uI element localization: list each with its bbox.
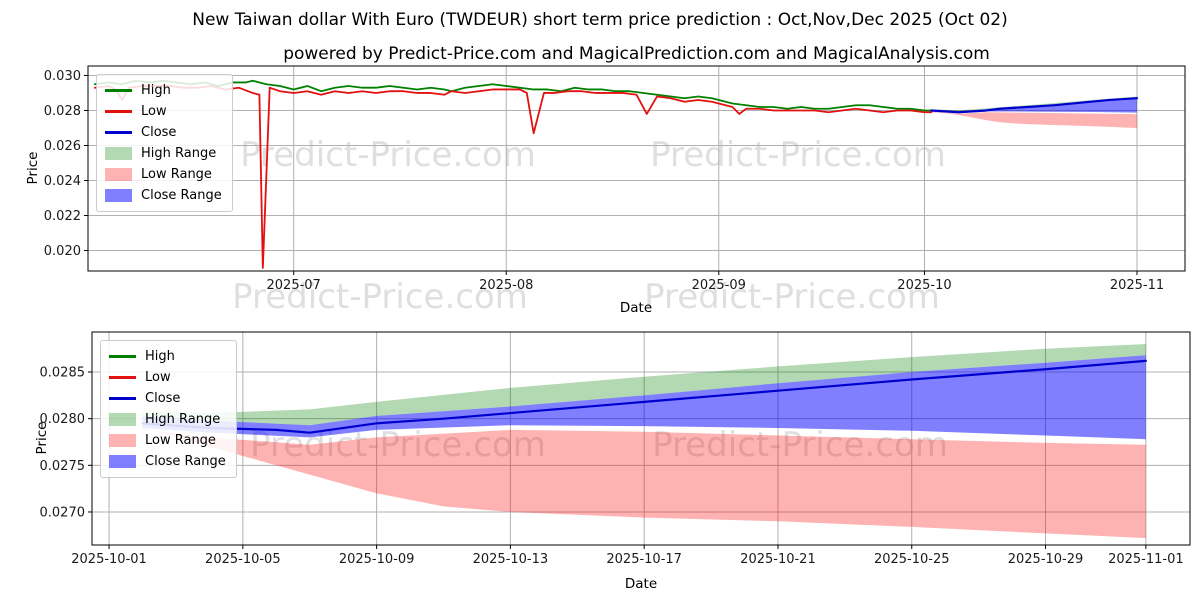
overview-chart: 2025-07 2025-08 2025-09 2025-10 2025-11 0.030… (44, 65, 1186, 293)
high-line (93, 79, 933, 112)
legend-item-high-range: High Range (105, 143, 222, 164)
legend-item-close-range: Close Range (109, 451, 226, 472)
legend-item-low: Low (109, 367, 226, 388)
y-tick-label: 0.0275 (40, 459, 86, 474)
y-tick-label: 0.020 (44, 244, 81, 259)
axes-border (91, 331, 1191, 546)
x-tick-label: 2025-09 (692, 278, 746, 293)
high-swatch-icon (105, 89, 132, 92)
page-subtitle: powered by Predict-Price.com and Magical… (283, 44, 990, 64)
legend-item-close-range: Close Range (105, 185, 222, 206)
y-tick-label: 0.0285 (40, 366, 86, 381)
close-range-band (931, 97, 1138, 114)
high-line-icon (105, 89, 132, 92)
high-swatch-icon (109, 355, 136, 358)
low-range-band (142, 428, 1146, 539)
x-tick-label: 2025-10-17 (606, 552, 682, 567)
x-tick-label: 2025-10-09 (339, 552, 415, 567)
x-tick-label: 2025-11-01 (1108, 552, 1184, 567)
legend-item-high: High (105, 80, 222, 101)
y-tick-label: 0.0270 (40, 505, 86, 520)
legend-label: Close (141, 125, 177, 140)
legend-label: Close Range (141, 188, 222, 203)
top-chart-xlabel: Date (619, 300, 653, 316)
legend-label: Low Range (145, 433, 216, 448)
y-tick-label: 0.024 (44, 174, 81, 189)
y-tick-label: 0.028 (44, 104, 81, 119)
legend-item-close: Close (105, 122, 222, 143)
legend-item-low-range: Low Range (109, 430, 226, 451)
x-tick-label: 2025-10-29 (1008, 552, 1084, 567)
bottom-chart-legend: High Low Close High Range Low Range Close Ran… (100, 340, 237, 478)
low-range-swatch-icon (109, 434, 136, 447)
close-range-swatch-icon (109, 455, 136, 468)
top-chart-legend: High Low Close High Range Low Range Close Ran… (96, 74, 233, 212)
legend-label: High Range (145, 412, 221, 427)
legend-label: Close (145, 391, 181, 406)
high-range-band (142, 344, 1146, 426)
top-chart-ylabel: Price (25, 151, 41, 185)
close-range-band (142, 355, 1146, 440)
x-tick-label: 2025-10-13 (473, 552, 549, 567)
x-tick-label: 2025-11 (1110, 278, 1164, 293)
y-tick-label: 0.030 (44, 69, 81, 84)
x-tick-label: 2025-10-01 (71, 552, 147, 567)
legend-label: High (141, 83, 171, 98)
prediction-chart: 2025-10-01 2025-10-05 2025-10-09 2025-10-13… (40, 331, 1191, 567)
high-line-icon (109, 355, 136, 358)
close-line (930, 97, 1139, 114)
y-tick-label: 0.0280 (40, 412, 86, 427)
page-title: New Taiwan dollar With Euro (TWDEUR) sho… (192, 10, 1008, 30)
legend-item-high: High (109, 346, 226, 367)
high-range-swatch-icon (105, 147, 132, 160)
x-tick-label: 2025-08 (479, 278, 533, 293)
legend-label: Low Range (141, 167, 212, 182)
close-line-icon (109, 397, 136, 400)
high-range-patch-icon (105, 147, 132, 160)
y-tick-label: 0.026 (44, 139, 81, 154)
x-tick-label: 2025-10-25 (874, 552, 950, 567)
x-tick-label: 2025-10 (897, 278, 951, 293)
plot-area (93, 79, 1139, 269)
x-tick-label: 2025-07 (267, 278, 321, 293)
x-tick-label: 2025-10-05 (205, 552, 281, 567)
low-range-swatch-icon (105, 168, 132, 181)
legend-item-close: Close (109, 388, 226, 409)
plot-area (141, 344, 1147, 539)
legend-label: Close Range (145, 454, 226, 469)
legend-label: High (145, 349, 175, 364)
legend-item-low: Low (105, 101, 222, 122)
high-range-swatch-icon (109, 413, 136, 426)
bottom-chart-ylabel: Price (34, 421, 50, 455)
legend-label: Low (141, 104, 167, 119)
close-range-patch-icon (109, 455, 136, 468)
legend-label: Low (145, 370, 171, 385)
legend-item-high-range: High Range (109, 409, 226, 430)
low-line-icon (109, 376, 136, 379)
low-swatch-icon (109, 376, 136, 379)
bottom-chart-xlabel: Date (624, 576, 658, 592)
close-swatch-icon (109, 397, 136, 400)
low-range-patch-icon (105, 168, 132, 181)
close-range-patch-icon (105, 189, 132, 202)
x-tick-label: 2025-10-21 (740, 552, 816, 567)
y-tick-label: 0.022 (44, 209, 81, 224)
legend-item-low-range: Low Range (105, 164, 222, 185)
high-range-patch-icon (109, 413, 136, 426)
close-line (141, 359, 1147, 434)
low-range-patch-icon (109, 434, 136, 447)
low-swatch-icon (105, 110, 132, 113)
low-line-icon (105, 110, 132, 113)
low-range-band (931, 111, 1138, 128)
axes-border (87, 65, 1186, 272)
close-range-swatch-icon (105, 189, 132, 202)
legend-label: High Range (141, 146, 217, 161)
close-line-icon (105, 131, 132, 134)
close-swatch-icon (105, 131, 132, 134)
